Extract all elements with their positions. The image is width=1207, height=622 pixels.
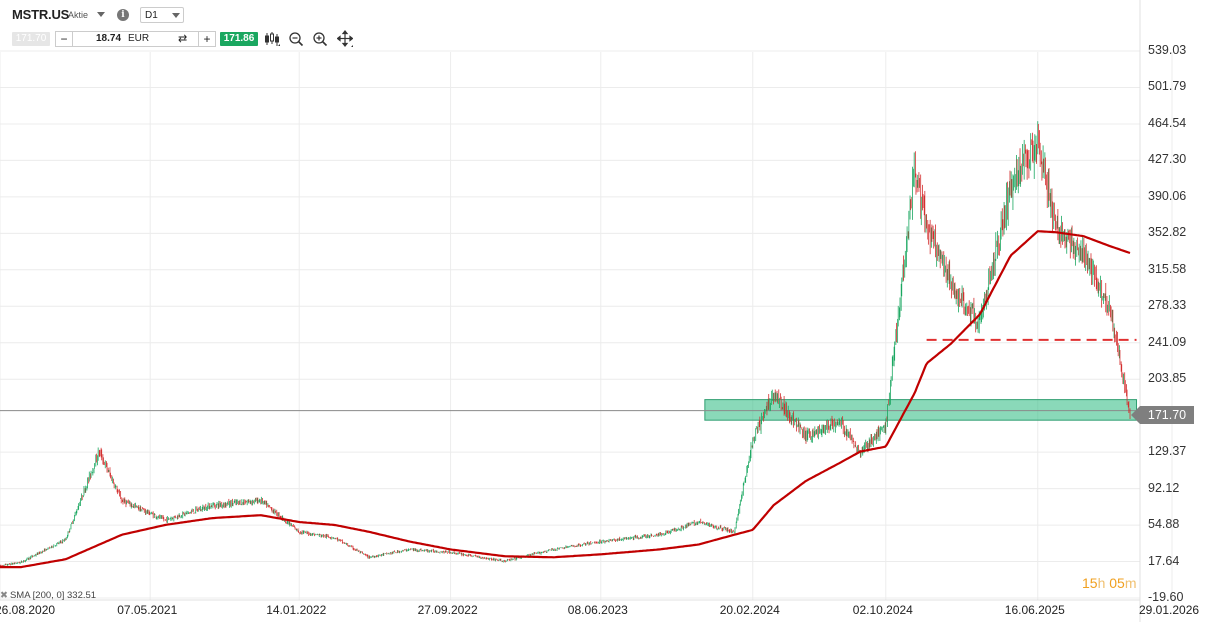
candles-series bbox=[0, 121, 1131, 567]
quantity-input[interactable]: 18.74 bbox=[96, 33, 122, 44]
decrease-quantity-button[interactable]: − bbox=[56, 32, 73, 46]
symbol-name[interactable]: MSTR.US bbox=[12, 7, 70, 22]
price-axis-label: 241.09 bbox=[1148, 334, 1187, 349]
date-axis-label: 29.01.2026 bbox=[1139, 603, 1200, 617]
date-axis-label: 14.01.2022 bbox=[266, 603, 327, 617]
date-axis-label: 16.06.2025 bbox=[1004, 603, 1065, 617]
date-axis-label: 07.05.2021 bbox=[117, 603, 178, 617]
swap-icon[interactable]: ⇄ bbox=[178, 33, 188, 45]
currency-label: EUR bbox=[128, 33, 150, 44]
price-axis-label: 539.03 bbox=[1148, 43, 1187, 57]
horizontal-lines bbox=[0, 338, 1140, 412]
price-axis-label: 501.79 bbox=[1148, 79, 1187, 94]
sma-legend-text: SMA [200, 0] 332.51 bbox=[9, 590, 97, 601]
date-axis-label: 26.08.2020 bbox=[0, 603, 56, 617]
symbol-type: Aktie bbox=[68, 10, 89, 20]
sma-layer bbox=[0, 230, 1131, 569]
chart-toolbar: MSTR.US Aktie i D1 171.70 − 18.74 EUR ⇄ … bbox=[0, 0, 1140, 52]
info-icon[interactable]: i bbox=[117, 9, 129, 21]
symbol-dropdown-chevron-icon[interactable] bbox=[97, 12, 105, 17]
chart-type-icon[interactable] bbox=[264, 30, 280, 48]
quantity-stepper[interactable]: − 18.74 EUR ⇄ + bbox=[55, 31, 216, 47]
price-axis-label: 129.37 bbox=[1148, 444, 1187, 459]
price-axis-label: 315.58 bbox=[1148, 261, 1187, 276]
price-axis-label: 427.30 bbox=[1148, 152, 1187, 167]
date-axis-label: 02.10.2024 bbox=[852, 603, 913, 617]
sma-legend[interactable]: ✖ SMA [200, 0] 332.51 bbox=[0, 590, 96, 601]
price-axis-label: 390.06 bbox=[1148, 188, 1187, 203]
price-axis-label: 203.85 bbox=[1148, 371, 1187, 386]
candle-countdown: 15h 05m bbox=[1082, 575, 1137, 591]
remove-indicator-icon[interactable]: ✖ bbox=[0, 590, 8, 601]
price-axis-label: 17.64 bbox=[1148, 553, 1180, 568]
date-axis-label: 27.09.2022 bbox=[417, 603, 478, 617]
zoom-out-icon[interactable] bbox=[288, 30, 304, 48]
buy-price-button[interactable]: 171.86 bbox=[220, 32, 258, 46]
price-axis-label: 278.33 bbox=[1148, 298, 1187, 313]
current-price-tag: 171.70 bbox=[1140, 406, 1194, 424]
date-axis-label: 08.06.2023 bbox=[567, 603, 628, 617]
current-price-tag-arrow bbox=[1131, 406, 1140, 424]
countdown-minutes: 05 bbox=[1109, 575, 1125, 591]
zoom-in-icon[interactable] bbox=[312, 30, 328, 48]
price-axis-label: 92.12 bbox=[1148, 480, 1180, 495]
crosshair-move-icon[interactable] bbox=[337, 30, 353, 48]
timeframe-value: D1 bbox=[145, 10, 158, 21]
chart-grid bbox=[0, 0, 1173, 622]
timeframe-select[interactable]: D1 bbox=[140, 7, 184, 23]
increase-quantity-button[interactable]: + bbox=[198, 32, 215, 46]
countdown-hours: 15 bbox=[1082, 575, 1098, 591]
sell-price-button[interactable]: 171.70 bbox=[12, 32, 50, 46]
price-axis-label: -19.60 bbox=[1148, 590, 1184, 604]
countdown-minutes-unit: m bbox=[1124, 575, 1137, 591]
date-axis-label: 20.02.2024 bbox=[719, 603, 780, 617]
sma-200-line bbox=[0, 230, 1131, 569]
timeframe-chevron-icon bbox=[172, 13, 180, 18]
price-axis-label: 464.54 bbox=[1148, 115, 1187, 130]
countdown-hours-unit: h bbox=[1097, 575, 1106, 591]
price-axis-label: 352.82 bbox=[1148, 225, 1187, 240]
price-axis-label: 54.88 bbox=[1148, 517, 1180, 532]
